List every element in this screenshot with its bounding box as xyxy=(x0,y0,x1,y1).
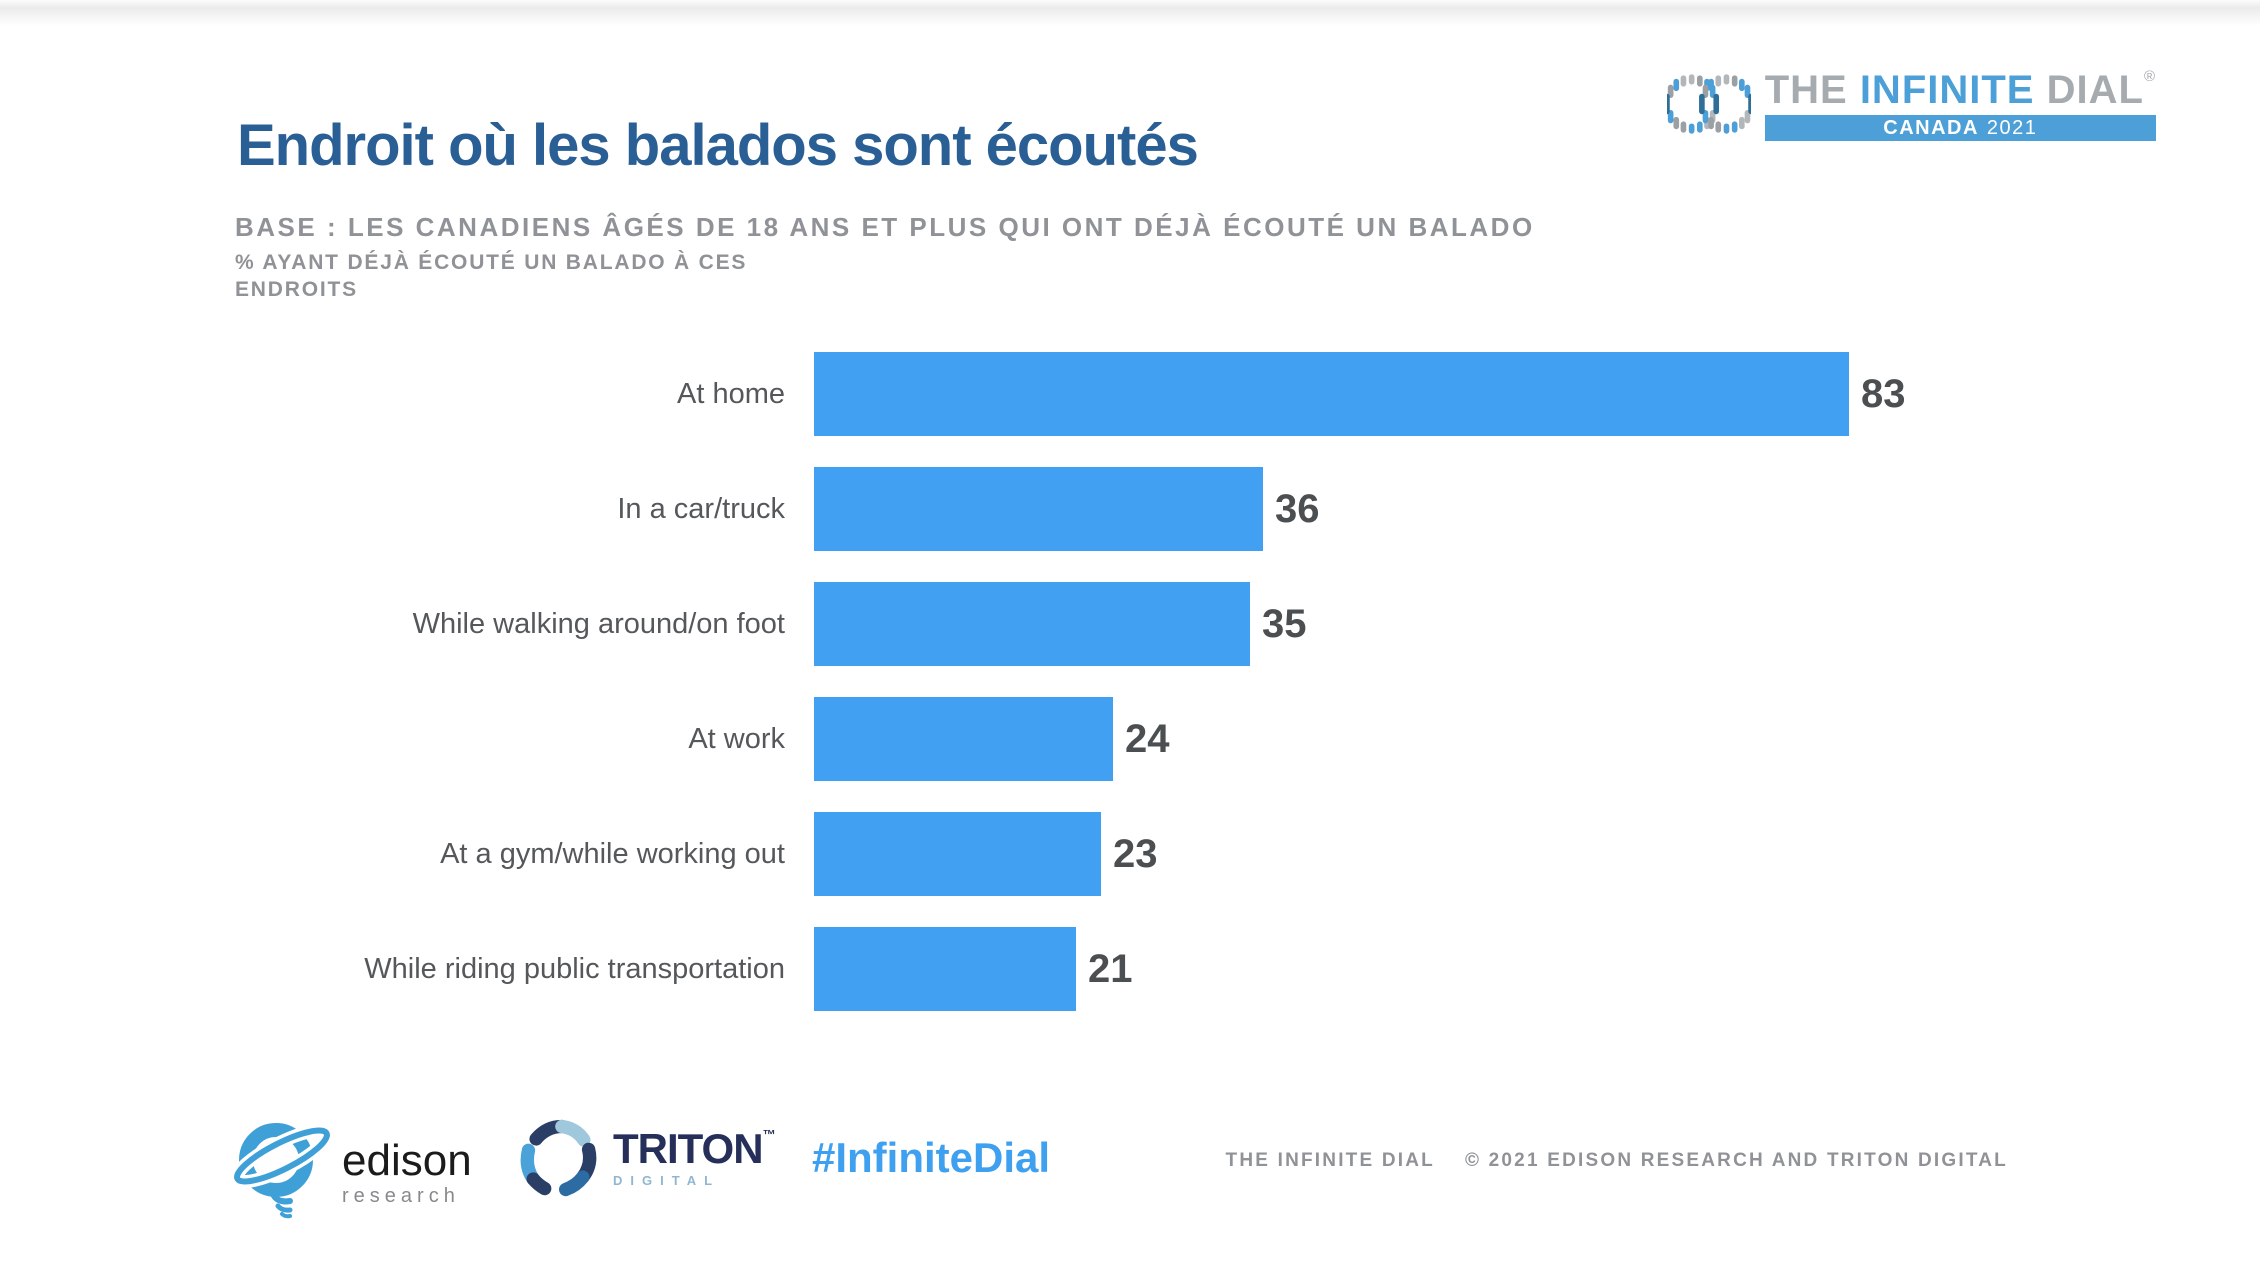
logo-word-dial: DIAL xyxy=(2046,67,2144,112)
hashtag-infinitedial: #InfiniteDial xyxy=(812,1134,1051,1181)
edison-logo-text: edison research xyxy=(342,1135,472,1208)
bar xyxy=(814,352,1849,436)
bar-value-label: 21 xyxy=(1088,946,1133,991)
trademark-mark: ™ xyxy=(762,1127,776,1142)
infinite-dial-logo: THE INFINITE DIAL® CANADA 2021 xyxy=(1666,66,2156,142)
registered-trademark-mark: ® xyxy=(2143,67,2156,85)
bar-category-label: At home xyxy=(677,377,785,410)
triton-logo-text: TRITON™ DIGITAL xyxy=(613,1125,776,1189)
bar-category-label: At work xyxy=(688,722,785,755)
bar xyxy=(814,927,1076,1011)
top-edge-shadow xyxy=(0,0,2260,26)
bar-row: At home 83 xyxy=(0,352,2260,436)
bar-value-label: 35 xyxy=(1262,601,1307,646)
bar xyxy=(814,467,1263,551)
bar xyxy=(814,812,1101,896)
edison-research-logo: edison research xyxy=(232,1108,472,1220)
bar-category-label: In a car/truck xyxy=(617,492,785,525)
page-title: Endroit où les balados sont écoutés xyxy=(237,113,1199,178)
bar xyxy=(814,582,1250,666)
infinity-logo-mark-icon xyxy=(1666,74,1751,134)
bar xyxy=(814,697,1113,781)
banner-year: 2021 xyxy=(1986,116,2038,139)
bar-category-label: While riding public transportation xyxy=(364,952,785,985)
bar-row: While walking around/on foot 35 xyxy=(0,582,2260,666)
subtitle-note-line1: % AYANT DÉJÀ ÉCOUTÉ UN BALADO À CES xyxy=(235,251,748,274)
triton-subtitle: DIGITAL xyxy=(613,1173,721,1188)
base-description: BASE : LES CANADIENS ÂGÉS DE 18 ANS ET P… xyxy=(235,212,1535,242)
triton-wordmark: TRITON xyxy=(613,1125,764,1172)
edison-subtitle: research xyxy=(342,1184,460,1207)
bar-value-label: 24 xyxy=(1125,716,1170,761)
bar-row: In a car/truck 36 xyxy=(0,467,2260,551)
edison-globe-icon xyxy=(232,1123,334,1219)
triton-mark-icon xyxy=(520,1119,597,1197)
bar-value-label: 23 xyxy=(1113,831,1158,876)
subtitle-note: % AYANT DÉJÀ ÉCOUTÉ UN BALADO À CES ENDR… xyxy=(235,249,747,303)
canada-2021-banner: CANADA 2021 xyxy=(1764,114,2156,141)
logo-word-the: THE xyxy=(1764,67,1848,112)
infinite-dial-logo-right: THE INFINITE DIAL® CANADA 2021 xyxy=(1764,68,2156,141)
bar-row: At work 24 xyxy=(0,697,2260,781)
logo-word-infinite: INFINITE xyxy=(1859,67,2035,112)
edison-name: edison xyxy=(342,1135,472,1185)
bar-value-label: 83 xyxy=(1861,371,1906,416)
bar-value-label: 36 xyxy=(1275,486,1320,531)
bar-category-label: While walking around/on foot xyxy=(412,607,785,640)
bar-row: While riding public transportation 21 xyxy=(0,927,2260,1011)
bar-row: At a gym/while working out 23 xyxy=(0,812,2260,896)
copyright-text: © 2021 EDISON RESEARCH AND TRITON DIGITA… xyxy=(1464,1150,2008,1171)
bar-chart: At home 83 In a car/truck 36 While walking a… xyxy=(0,352,2260,1042)
triton-name: TRITON™ xyxy=(613,1125,776,1172)
banner-country: CANADA xyxy=(1883,116,1979,139)
copyright-line: THE INFINITE DIAL © 2021 EDISON RESEARCH … xyxy=(1226,1150,2008,1172)
bar-category-label: At a gym/while working out xyxy=(440,837,785,870)
infinite-dial-logo-text: THE INFINITE DIAL® xyxy=(1765,68,2156,112)
subtitle-note-line2: ENDROITS xyxy=(235,278,358,301)
copyright-brand: THE INFINITE DIAL xyxy=(1225,1150,1435,1171)
triton-digital-logo: TRITON™ DIGITAL xyxy=(517,1116,776,1200)
